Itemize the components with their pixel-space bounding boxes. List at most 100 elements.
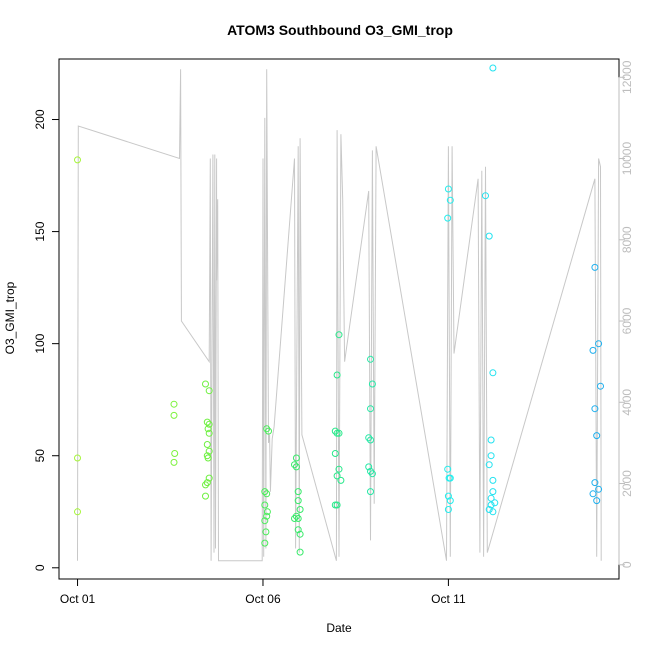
right-tick-label: 4000	[620, 389, 634, 416]
data-point	[367, 405, 374, 413]
data-point	[487, 501, 495, 509]
data-point	[485, 232, 493, 240]
data-point	[591, 263, 599, 271]
y-axis-label: O3_GMI_trop	[3, 281, 17, 354]
data-point	[204, 454, 212, 462]
data-point	[74, 454, 81, 462]
data-point	[335, 465, 343, 473]
y-tick-label: 150	[33, 221, 47, 241]
data-point	[291, 461, 298, 469]
y-tick-label: 200	[33, 109, 47, 129]
x-axis: Oct 01 Oct 06 Oct 11	[60, 578, 466, 606]
data-point	[446, 474, 454, 482]
data-point	[589, 346, 597, 354]
data-point	[203, 441, 211, 448]
data-point	[331, 501, 339, 509]
right-tick-label: 2000	[620, 470, 634, 497]
data-point	[593, 497, 601, 505]
data-point	[202, 380, 209, 388]
data-point	[333, 472, 341, 480]
x-tick-label: Oct 11	[431, 592, 466, 606]
data-point	[296, 530, 304, 538]
points-layer	[74, 64, 604, 556]
right-tick-label: 0	[620, 561, 634, 568]
data-point	[337, 476, 345, 484]
data-point	[205, 387, 213, 395]
data-point	[482, 192, 489, 200]
data-point	[487, 494, 495, 502]
data-point	[294, 526, 302, 534]
data-point	[591, 405, 599, 413]
altitude-layer	[77, 69, 602, 562]
data-point	[261, 539, 269, 547]
data-point	[294, 497, 302, 505]
data-point	[294, 488, 302, 496]
data-point	[203, 418, 211, 426]
data-point	[595, 485, 603, 493]
data-point	[170, 458, 178, 466]
data-point	[170, 400, 178, 408]
data-point	[262, 528, 270, 536]
data-point	[263, 508, 271, 516]
data-point	[595, 340, 603, 348]
data-point	[296, 548, 304, 556]
data-point	[489, 476, 497, 484]
data-point	[292, 454, 300, 462]
data-point	[331, 427, 339, 435]
data-point	[489, 64, 497, 72]
chart-title: ATOM3 Southbound O3_GMI_trop	[227, 22, 453, 38]
data-point	[367, 355, 374, 363]
data-point	[444, 506, 452, 513]
x-tick-label: Oct 06	[245, 592, 281, 606]
data-point	[589, 490, 597, 498]
data-point	[204, 425, 212, 433]
x-axis-label: Date	[326, 621, 352, 635]
data-point	[367, 467, 374, 475]
data-point	[444, 214, 452, 222]
data-point	[170, 411, 178, 419]
data-point	[261, 501, 269, 509]
data-point	[597, 382, 604, 390]
data-point	[365, 463, 373, 471]
data-point	[591, 479, 599, 487]
data-point	[489, 508, 497, 516]
data-point	[335, 429, 343, 437]
data-point	[261, 488, 269, 496]
data-point	[485, 506, 493, 513]
data-point	[444, 185, 452, 193]
data-point	[365, 434, 373, 442]
data-point	[335, 331, 343, 339]
data-point	[485, 461, 493, 469]
data-point	[331, 450, 339, 457]
data-point	[292, 512, 300, 520]
y-axis: 0 50 100 150 200	[33, 109, 60, 571]
data-point	[333, 429, 341, 437]
data-point	[444, 465, 452, 473]
data-point	[205, 429, 213, 437]
right-tick-label: 8000	[620, 226, 634, 253]
data-point	[171, 450, 179, 457]
data-point	[202, 481, 209, 489]
data-point	[74, 156, 81, 164]
data-point	[263, 512, 271, 520]
data-point	[487, 436, 495, 444]
y-tick-label: 100	[33, 333, 47, 353]
data-point	[368, 380, 376, 388]
data-point	[446, 196, 454, 204]
data-point	[489, 369, 497, 377]
right-tick-label: 10000	[620, 142, 634, 176]
data-point	[265, 427, 272, 435]
data-point	[205, 420, 213, 428]
data-point	[261, 517, 269, 525]
right-tick-label: 12000	[620, 60, 634, 94]
data-point	[205, 474, 213, 482]
data-point	[489, 488, 497, 496]
data-point	[368, 470, 376, 478]
data-point	[367, 488, 374, 496]
data-point	[446, 497, 454, 505]
data-point	[444, 492, 452, 500]
data-point	[74, 508, 81, 516]
data-point	[202, 492, 209, 500]
y-tick-label: 0	[33, 564, 47, 571]
